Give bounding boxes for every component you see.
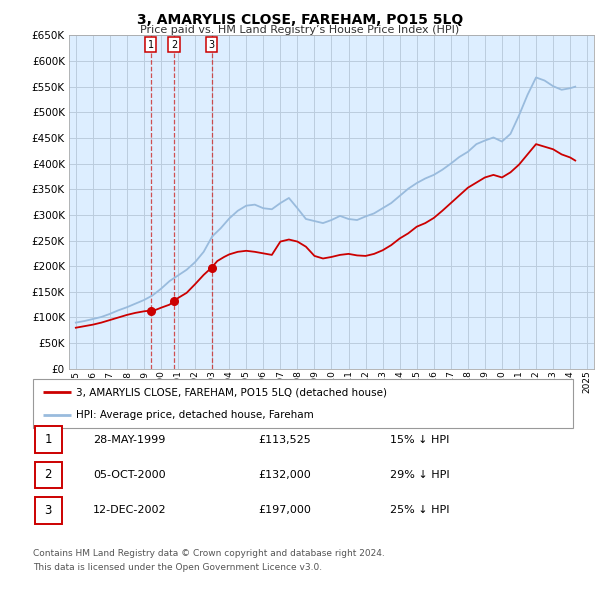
Text: 3, AMARYLIS CLOSE, FAREHAM, PO15 5LQ: 3, AMARYLIS CLOSE, FAREHAM, PO15 5LQ: [137, 13, 463, 27]
Text: 3, AMARYLIS CLOSE, FAREHAM, PO15 5LQ (detached house): 3, AMARYLIS CLOSE, FAREHAM, PO15 5LQ (de…: [76, 388, 387, 398]
Text: 3: 3: [208, 40, 215, 50]
Text: 1: 1: [148, 40, 154, 50]
Text: £132,000: £132,000: [258, 470, 311, 480]
Text: HPI: Average price, detached house, Fareham: HPI: Average price, detached house, Fare…: [76, 409, 314, 419]
Text: 25% ↓ HPI: 25% ↓ HPI: [390, 506, 449, 515]
Text: 28-MAY-1999: 28-MAY-1999: [93, 435, 166, 444]
Text: £113,525: £113,525: [258, 435, 311, 444]
Text: 29% ↓ HPI: 29% ↓ HPI: [390, 470, 449, 480]
FancyBboxPatch shape: [33, 379, 573, 428]
Text: This data is licensed under the Open Government Licence v3.0.: This data is licensed under the Open Gov…: [33, 563, 322, 572]
Text: 05-OCT-2000: 05-OCT-2000: [93, 470, 166, 480]
Text: 2: 2: [171, 40, 177, 50]
FancyBboxPatch shape: [35, 426, 62, 453]
FancyBboxPatch shape: [35, 461, 62, 489]
Text: 15% ↓ HPI: 15% ↓ HPI: [390, 435, 449, 444]
Text: Contains HM Land Registry data © Crown copyright and database right 2024.: Contains HM Land Registry data © Crown c…: [33, 549, 385, 558]
FancyBboxPatch shape: [35, 497, 62, 524]
Text: 1: 1: [44, 433, 52, 446]
Text: £197,000: £197,000: [258, 506, 311, 515]
Text: 12-DEC-2002: 12-DEC-2002: [93, 506, 167, 515]
Text: 3: 3: [44, 504, 52, 517]
Text: 2: 2: [44, 468, 52, 481]
Text: Price paid vs. HM Land Registry’s House Price Index (HPI): Price paid vs. HM Land Registry’s House …: [140, 25, 460, 35]
